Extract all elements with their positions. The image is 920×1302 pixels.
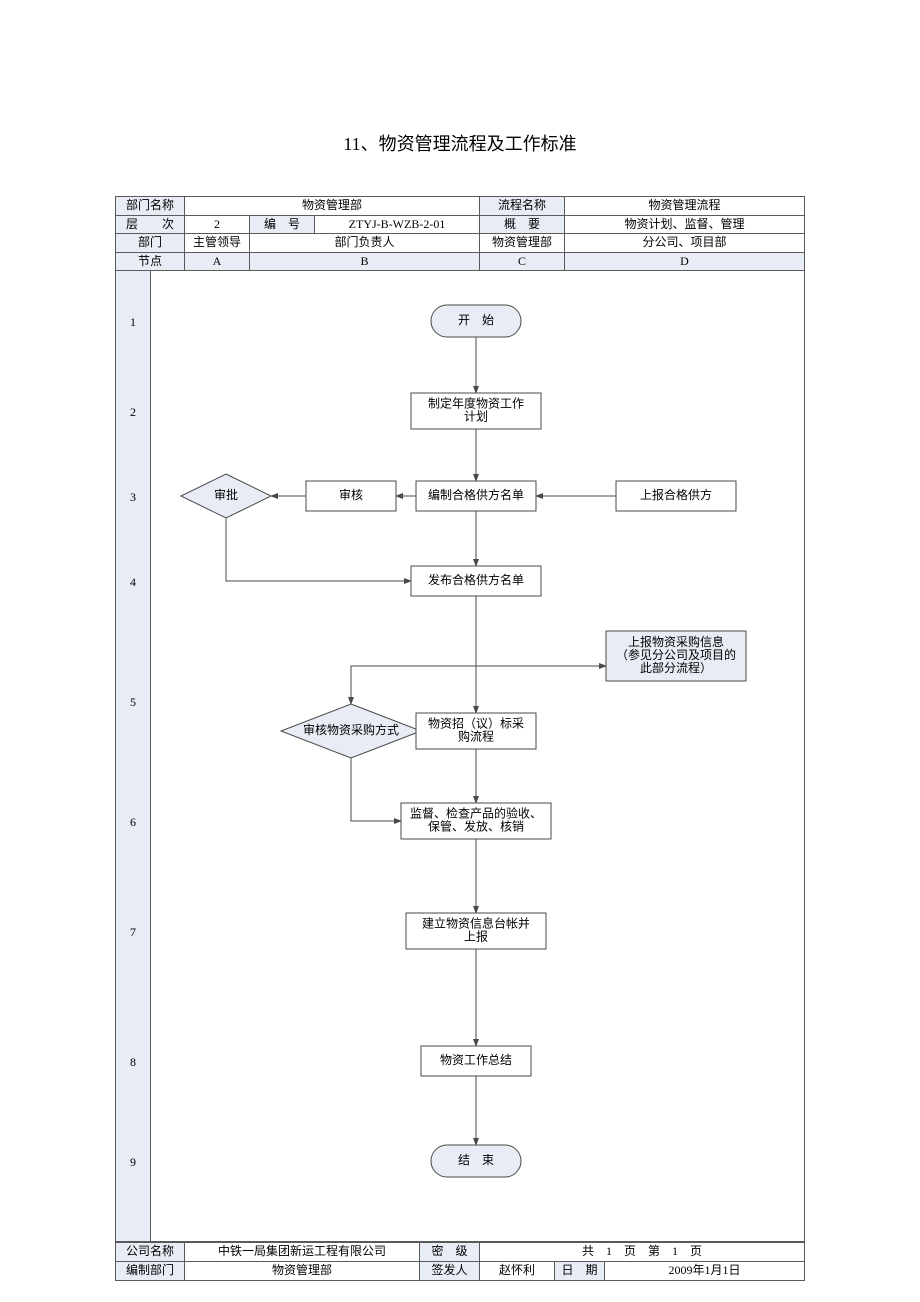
dept-name-label: 部门名称 xyxy=(116,197,185,216)
company-value: 中铁一局集团新运工程有限公司 xyxy=(185,1243,420,1262)
svg-text:编制合格供方名单: 编制合格供方名单 xyxy=(428,487,524,502)
secrecy-label: 密 级 xyxy=(420,1243,480,1262)
svg-text:购流程: 购流程 xyxy=(458,729,494,744)
page-root: 11、物资管理流程及工作标准 部门名称 物资管理部 流程名称 物资管理流程 层 … xyxy=(0,0,920,1281)
svg-text:此部分流程）: 此部分流程） xyxy=(640,660,712,675)
date-value: 2009年1月1日 xyxy=(605,1261,805,1280)
flow-node: 审核 xyxy=(306,481,396,511)
dept-col-label: 部门 xyxy=(116,234,185,253)
svg-text:（参见分公司及项目的: （参见分公司及项目的 xyxy=(616,647,736,662)
svg-text:上报: 上报 xyxy=(464,929,488,944)
footer-dept-label: 编制部门 xyxy=(116,1261,185,1280)
flow-node: 发布合格供方名单 xyxy=(411,566,541,596)
col-c-header: 物资管理部 xyxy=(480,234,565,253)
svg-text:制定年度物资工作: 制定年度物资工作 xyxy=(428,396,524,411)
footer-table: 公司名称 中铁一局集团新运工程有限公司 密 级 共 1 页 第 1 页 编制部门… xyxy=(115,1242,805,1280)
flow-node: 监督、检查产品的验收、保管、发放、核销 xyxy=(401,803,551,839)
svg-text:保管、发放、核销: 保管、发放、核销 xyxy=(428,819,524,834)
svg-text:上报合格供方: 上报合格供方 xyxy=(640,487,712,502)
level-label: 层 次 xyxy=(116,215,185,234)
flow-node: 上报合格供方 xyxy=(616,481,736,511)
flow-node: 物资工作总结 xyxy=(421,1046,531,1076)
company-label: 公司名称 xyxy=(116,1243,185,1262)
svg-text:开 始: 开 始 xyxy=(458,313,494,327)
document-title: 11、物资管理流程及工作标准 xyxy=(0,0,920,196)
flow-node: 审批 xyxy=(181,474,271,518)
flow-name-label: 流程名称 xyxy=(480,197,565,216)
svg-text:物资工作总结: 物资工作总结 xyxy=(440,1053,512,1067)
col-b-header: 部门负责人 xyxy=(250,234,480,253)
col-d: D xyxy=(565,252,805,271)
svg-text:计划: 计划 xyxy=(464,410,488,424)
svg-text:上报物资采购信息: 上报物资采购信息 xyxy=(628,634,724,649)
pages-value: 共 1 页 第 1 页 xyxy=(480,1243,805,1262)
flow-node: 物资招（议）标采购流程 xyxy=(416,713,536,749)
flowchart-svg: 开 始制定年度物资工作计划审批审核编制合格供方名单上报合格供方发布合格供方名单上… xyxy=(116,271,806,1241)
flow-node: 开 始 xyxy=(431,305,521,337)
signer-value: 赵怀利 xyxy=(480,1261,555,1280)
svg-text:审核: 审核 xyxy=(339,487,363,502)
header-table: 部门名称 物资管理部 流程名称 物资管理流程 层 次 2 编 号 ZTYJ-B-… xyxy=(115,196,805,1242)
svg-text:结 束: 结 束 xyxy=(458,1153,494,1167)
flow-node: 建立物资信息台帐并上报 xyxy=(406,913,546,949)
dept-name-value: 物资管理部 xyxy=(185,197,480,216)
svg-text:审核物资采购方式: 审核物资采购方式 xyxy=(303,722,399,737)
summary-value: 物资计划、监督、管理 xyxy=(565,215,805,234)
summary-label: 概 要 xyxy=(480,215,565,234)
col-d-header: 分公司、项目部 xyxy=(565,234,805,253)
footer-dept-value: 物资管理部 xyxy=(185,1261,420,1280)
signer-label: 签发人 xyxy=(420,1261,480,1280)
flowchart-canvas: 123456789 开 始制定年度物资工作计划审批审核编制合格供方名单上报合格供… xyxy=(116,271,804,1241)
flow-node: 结 束 xyxy=(431,1145,521,1177)
flow-node: 制定年度物资工作计划 xyxy=(411,393,541,429)
flow-name-value: 物资管理流程 xyxy=(565,197,805,216)
flow-node: 编制合格供方名单 xyxy=(416,481,536,511)
node-label: 节点 xyxy=(116,252,185,271)
code-value: ZTYJ-B-WZB-2-01 xyxy=(315,215,480,234)
svg-text:审批: 审批 xyxy=(214,487,238,502)
col-b: B xyxy=(250,252,480,271)
code-label: 编 号 xyxy=(250,215,315,234)
svg-text:建立物资信息台帐并: 建立物资信息台帐并 xyxy=(422,916,530,931)
svg-text:监督、检查产品的验收、: 监督、检查产品的验收、 xyxy=(410,806,542,821)
svg-text:物资招（议）标采: 物资招（议）标采 xyxy=(428,717,524,731)
col-a: A xyxy=(185,252,250,271)
col-c: C xyxy=(480,252,565,271)
col-a-header: 主管领导 xyxy=(185,234,250,253)
date-label: 日 期 xyxy=(555,1261,605,1280)
level-value: 2 xyxy=(185,215,250,234)
flow-node: 上报物资采购信息（参见分公司及项目的此部分流程） xyxy=(606,631,746,681)
svg-text:发布合格供方名单: 发布合格供方名单 xyxy=(428,572,524,587)
flow-node: 审核物资采购方式 xyxy=(281,704,421,758)
